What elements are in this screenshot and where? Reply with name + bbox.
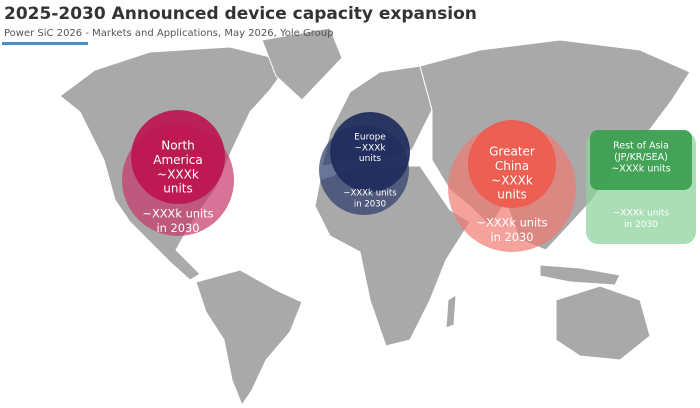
australia	[555, 285, 651, 361]
future-capacity: ~XXXk units	[476, 216, 547, 230]
future-capacity: in 2030	[624, 220, 658, 230]
region-name: (JP/KR/SEA)	[614, 152, 668, 163]
title-underline	[2, 42, 88, 45]
madagascar	[445, 294, 457, 329]
future-capacity: ~XXXk units	[142, 207, 213, 221]
title: 2025-2030 Announced device capacity expa…	[4, 4, 477, 24]
future-capacity: ~XXXk units	[613, 209, 670, 219]
current-capacity: ~XXXk units	[611, 163, 670, 174]
south-america	[195, 269, 303, 407]
future-capacity: in 2030	[491, 230, 534, 244]
current-capacity: ~XXXk	[157, 167, 199, 181]
region-name: Rest of Asia	[613, 141, 669, 152]
subtitle: Power SiC 2026 - Markets and Application…	[4, 28, 333, 39]
region-name: America	[153, 153, 203, 167]
future-capacity: in 2030	[354, 199, 386, 209]
current-box	[590, 130, 692, 190]
current-capacity: ~XXXk	[354, 143, 386, 153]
region-name: Europe	[354, 133, 386, 143]
current-capacity: units	[497, 188, 527, 202]
current-capacity: units	[359, 154, 381, 164]
current-bubble	[131, 110, 225, 204]
indonesia	[539, 264, 621, 286]
current-bubble	[330, 112, 410, 192]
region-name: North	[161, 139, 195, 153]
current-capacity: ~XXXk	[491, 173, 533, 187]
greenland	[261, 27, 343, 101]
future-capacity: ~XXXk units	[343, 189, 397, 199]
region-name: China	[495, 159, 529, 173]
current-bubble	[468, 120, 556, 208]
region-name: Greater	[489, 145, 535, 159]
current-capacity: units	[163, 182, 193, 196]
future-capacity: in 2030	[157, 221, 200, 235]
